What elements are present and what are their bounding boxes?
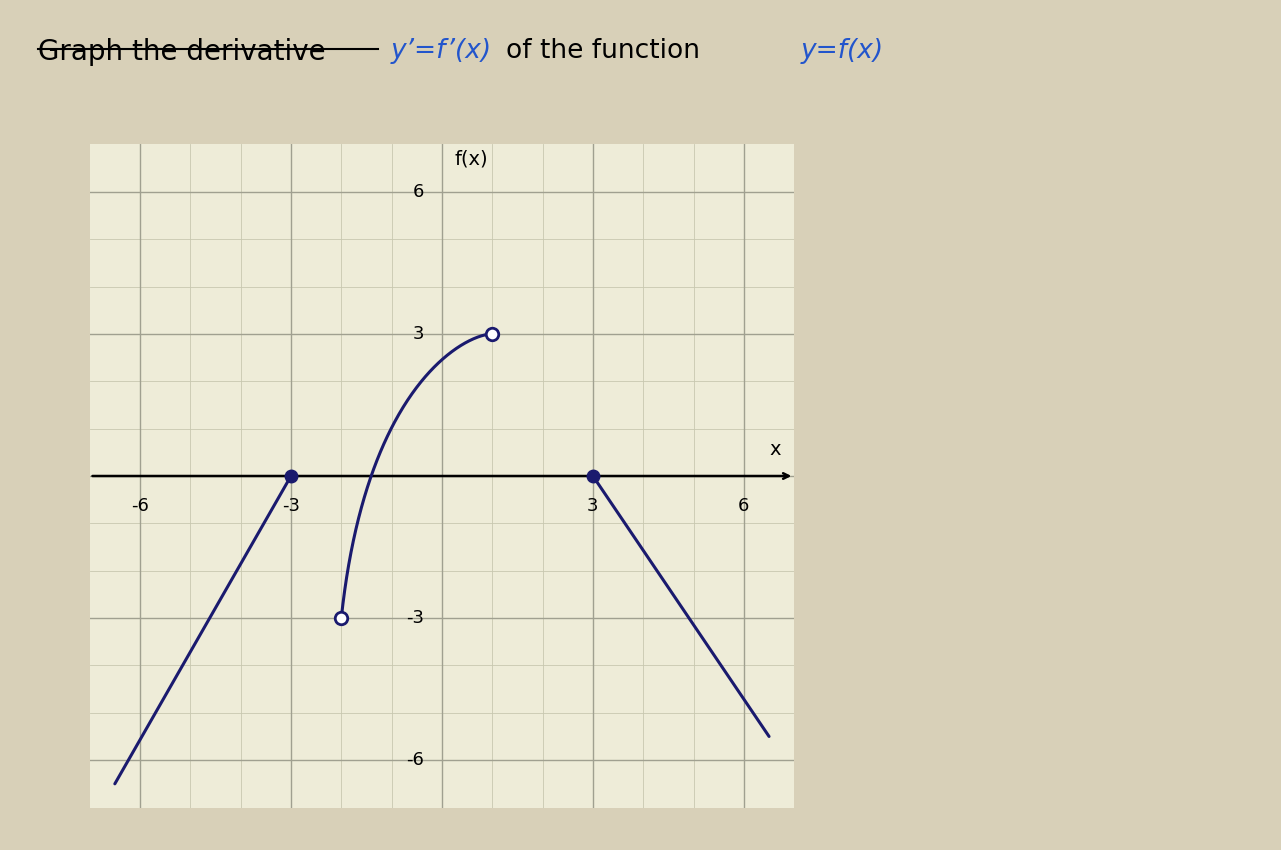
Text: -3: -3: [282, 497, 300, 515]
Text: y=f(x): y=f(x): [801, 38, 884, 65]
Text: -3: -3: [406, 609, 424, 627]
Text: 3: 3: [412, 325, 424, 343]
Text: 3: 3: [587, 497, 598, 515]
Text: 6: 6: [412, 183, 424, 201]
Text: -6: -6: [406, 751, 424, 769]
Text: 6: 6: [738, 497, 749, 515]
Text: f(x): f(x): [455, 150, 488, 168]
Text: y’=f’(x): y’=f’(x): [391, 38, 492, 65]
Text: -6: -6: [131, 497, 149, 515]
Text: Graph the derivative: Graph the derivative: [38, 38, 327, 66]
Text: of the function: of the function: [506, 38, 699, 65]
Text: x: x: [769, 440, 780, 459]
